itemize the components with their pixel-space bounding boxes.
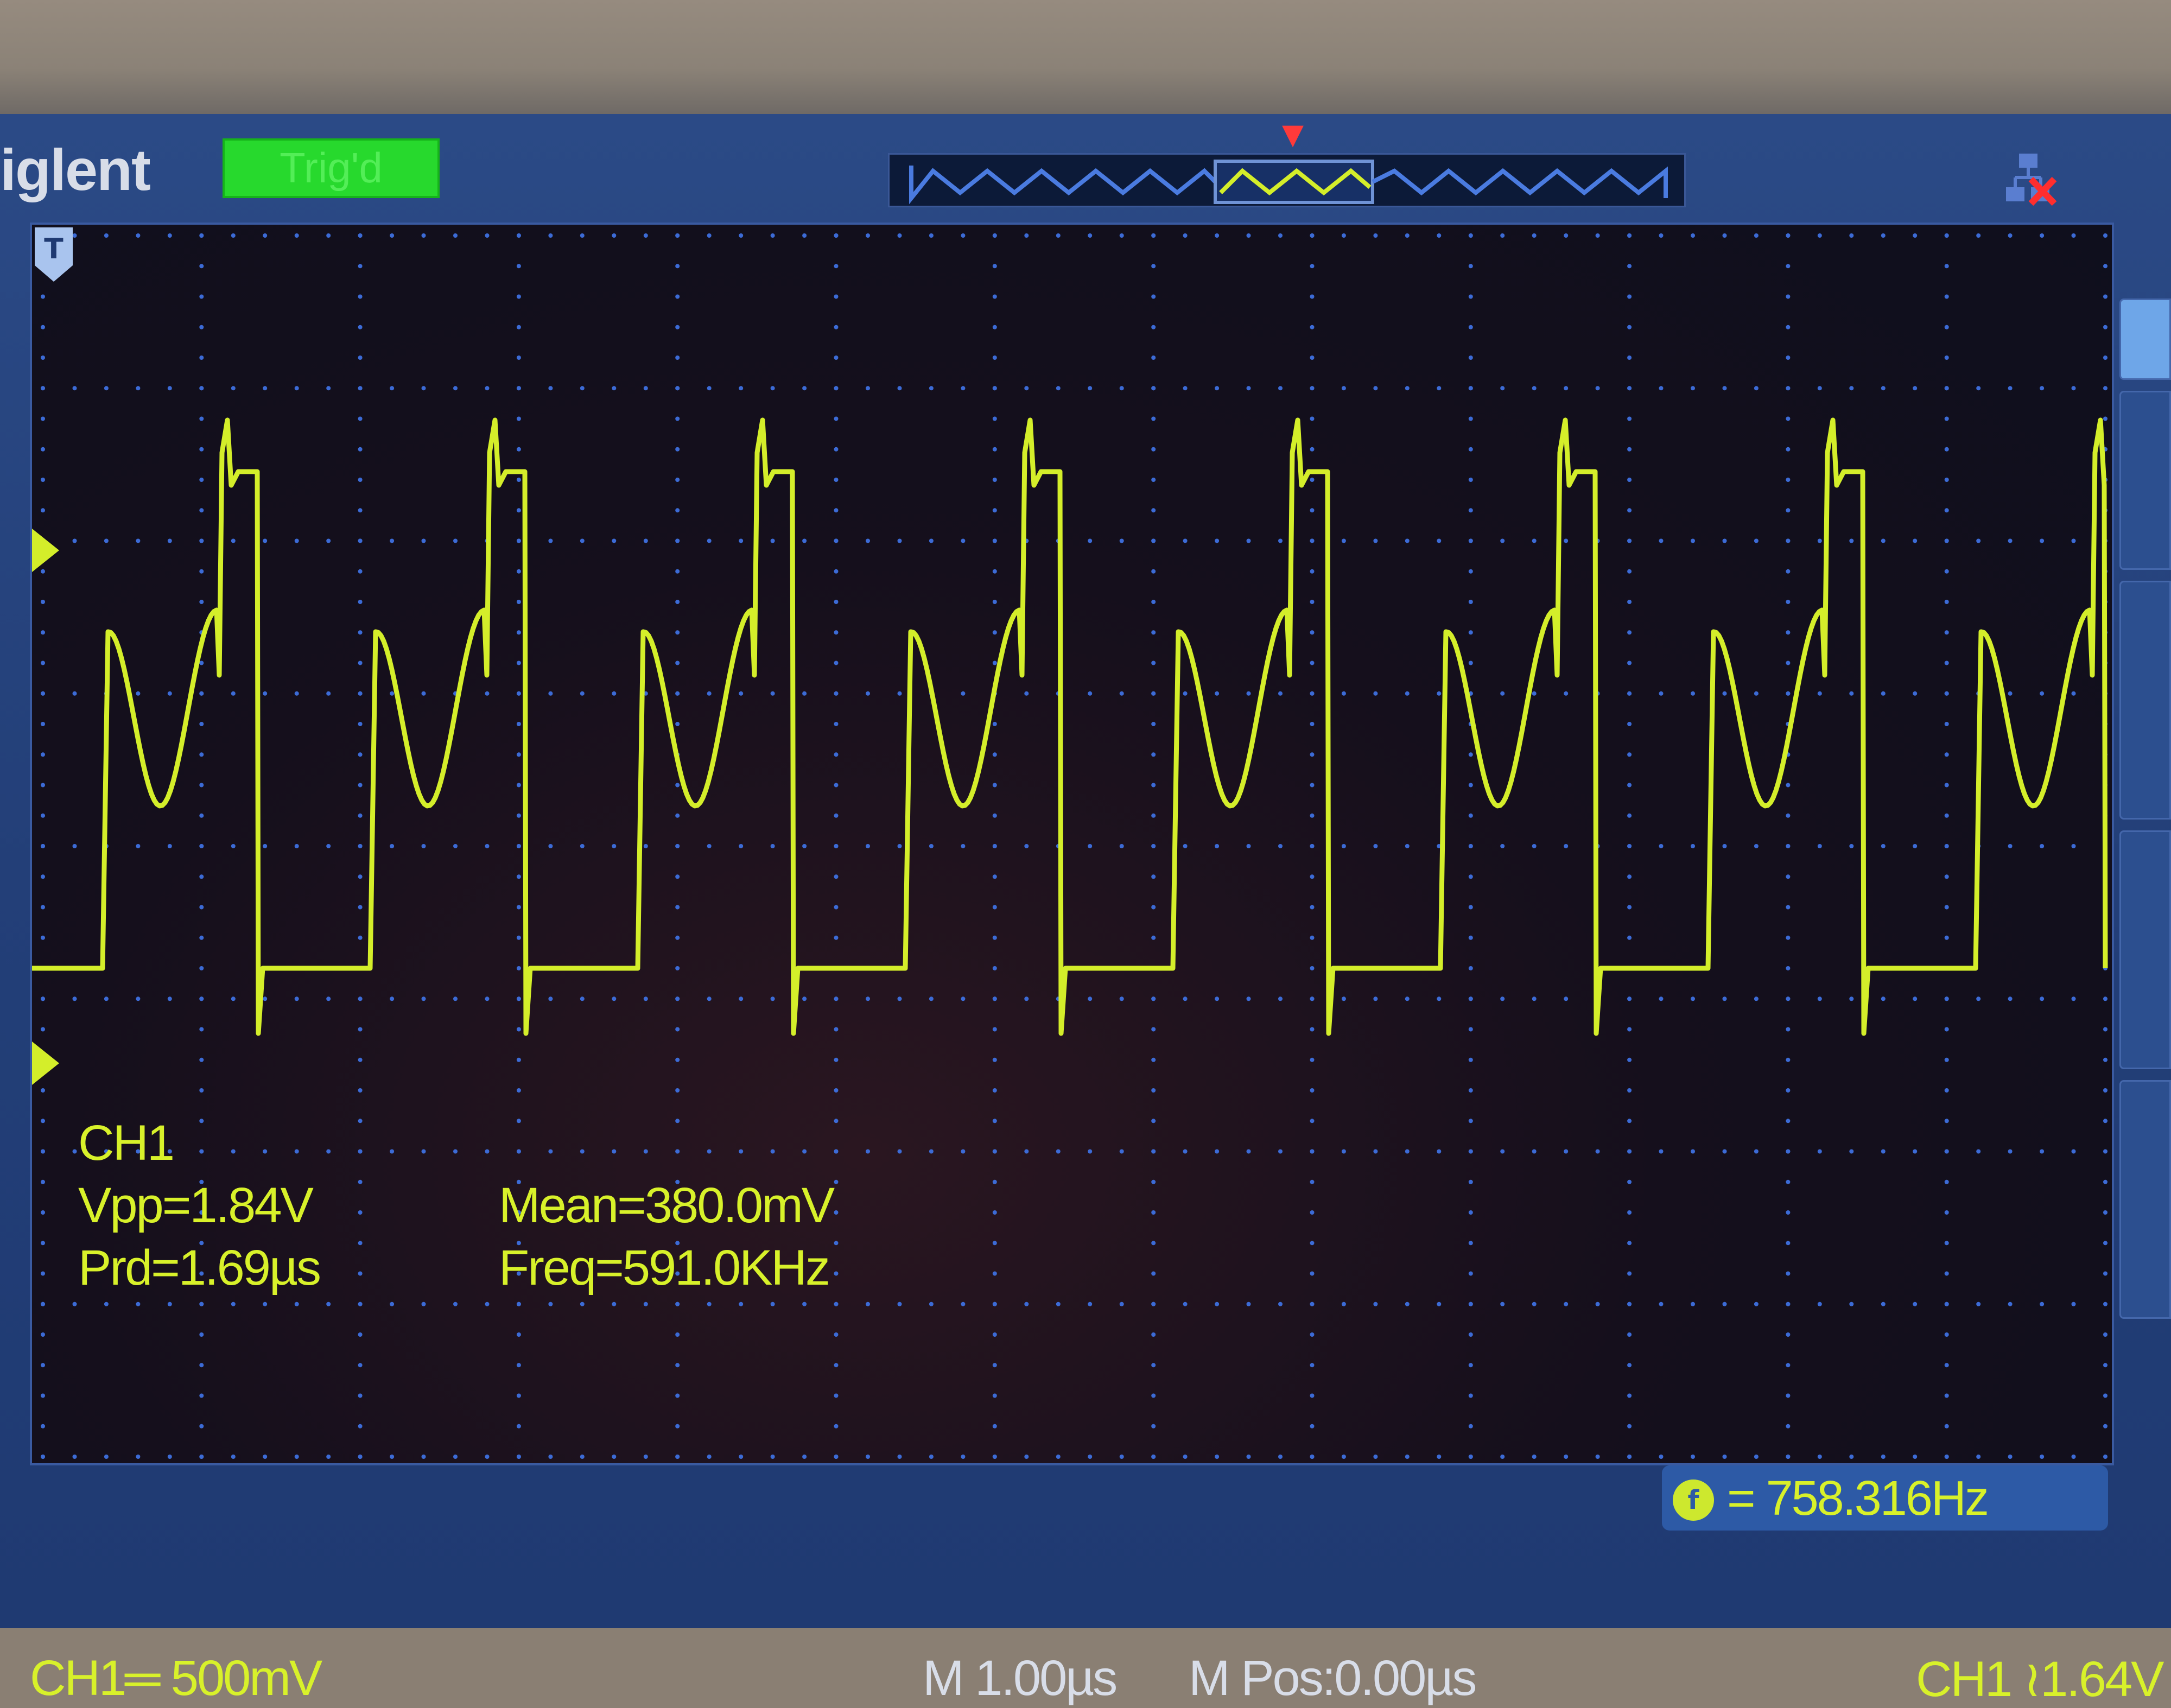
photo-background-top (0, 0, 2171, 114)
measurement-period: Prd=1.69µs (78, 1240, 321, 1296)
side-menu-tab-3[interactable] (2119, 581, 2171, 820)
trigger-setting[interactable]: CH1 ≀1.64V (1916, 1652, 2164, 1707)
frequency-counter-value: = 758.316Hz (1727, 1471, 1989, 1526)
graticule-display[interactable]: T CH1 Vpp=1.84V Prd=1.69µs Mean=380.0mV … (30, 223, 2114, 1465)
svg-text:T: T (44, 233, 64, 265)
frequency-counter-icon: f (1673, 1480, 1714, 1521)
trigger-position-icon: ▼ (1282, 118, 1304, 151)
trigger-level-marker[interactable] (32, 529, 59, 572)
measurement-vpp: Vpp=1.84V (78, 1178, 314, 1233)
side-menu-tab-2[interactable] (2119, 391, 2171, 570)
overview-waveform-icon (909, 160, 1668, 205)
frequency-counter-box: f = 758.316Hz (1662, 1465, 2108, 1531)
ch1-vertical-scale[interactable]: CH1═ 500mV (30, 1650, 322, 1706)
top-status-bar: iglent Trig'd ▼ (0, 114, 2171, 212)
timebase-scale[interactable]: M 1.00µs (923, 1650, 1118, 1706)
measurement-channel-label: CH1 (78, 1115, 175, 1171)
waveform-overview-bar[interactable] (888, 153, 1686, 207)
trigger-status-badge: Trig'd (223, 138, 440, 198)
measurement-mean: Mean=380.0mV (499, 1178, 835, 1233)
ch1-waveform-trace (32, 417, 2108, 1036)
side-menu-tab-4[interactable] (2119, 830, 2171, 1069)
brand-logo-text: iglent (0, 137, 151, 202)
trigger-time-marker-icon[interactable]: T (32, 225, 75, 284)
measurement-frequency: Freq=591.0KHz (499, 1240, 830, 1296)
graticule-grid (32, 233, 2108, 1459)
horizontal-position[interactable]: M Pos:0.00µs (1189, 1650, 1477, 1706)
side-menu-tab-1[interactable] (2119, 299, 2171, 380)
oscilloscope-screen: iglent Trig'd ▼ T (0, 114, 2171, 1707)
side-menu-tab-5[interactable] (2119, 1080, 2171, 1319)
ch1-offset-marker[interactable] (32, 1042, 59, 1085)
network-disconnected-icon (2006, 154, 2057, 206)
